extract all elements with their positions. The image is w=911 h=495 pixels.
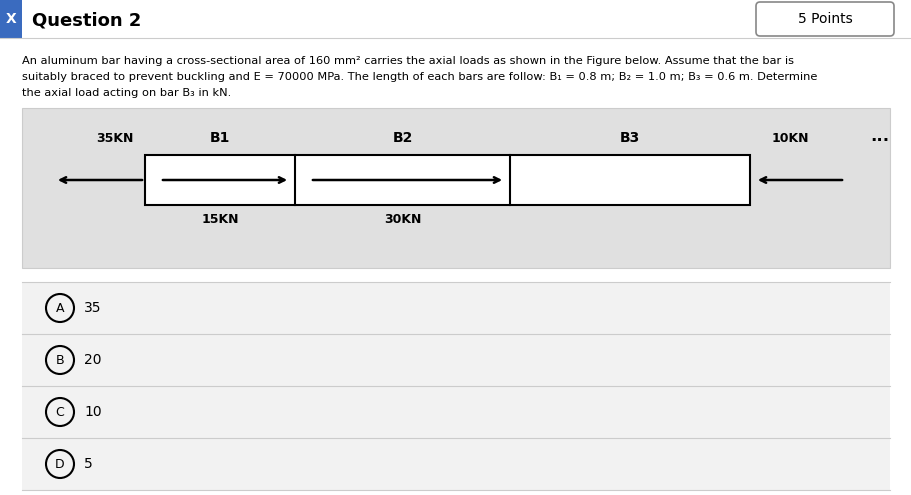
FancyBboxPatch shape [755,2,893,36]
Text: An aluminum bar having a cross-sectional area of 160 mm² carries the axial loads: An aluminum bar having a cross-sectional… [22,56,793,66]
Text: B3: B3 [619,131,640,145]
Text: B2: B2 [392,131,413,145]
Text: 5 Points: 5 Points [797,12,852,26]
Bar [145,155,749,205]
Text: X: X [5,12,16,26]
Text: C: C [56,405,65,418]
Text: 35: 35 [84,301,101,315]
Text: B: B [56,353,65,366]
Text: Question 2: Question 2 [32,11,141,29]
Text: 30KN: 30KN [384,213,421,226]
Text: B1: B1 [210,131,230,145]
Text: suitably braced to prevent buckling and E = 70000 MPa. The length of each bars a: suitably braced to prevent buckling and … [22,72,816,82]
Text: D: D [56,457,65,471]
Bar [22,108,889,268]
Text: ...: ... [869,127,888,145]
Bar [0,0,22,38]
Bar [22,438,889,490]
Text: 35KN: 35KN [97,132,134,145]
Text: the axial load acting on bar B₃ in kN.: the axial load acting on bar B₃ in kN. [22,88,231,98]
Bar [22,334,889,386]
Text: 10: 10 [84,405,101,419]
Text: 15KN: 15KN [201,213,239,226]
Text: 20: 20 [84,353,101,367]
Text: 5: 5 [84,457,93,471]
Bar [22,386,889,438]
Text: A: A [56,301,64,314]
Bar [22,282,889,334]
Text: 10KN: 10KN [771,132,808,145]
